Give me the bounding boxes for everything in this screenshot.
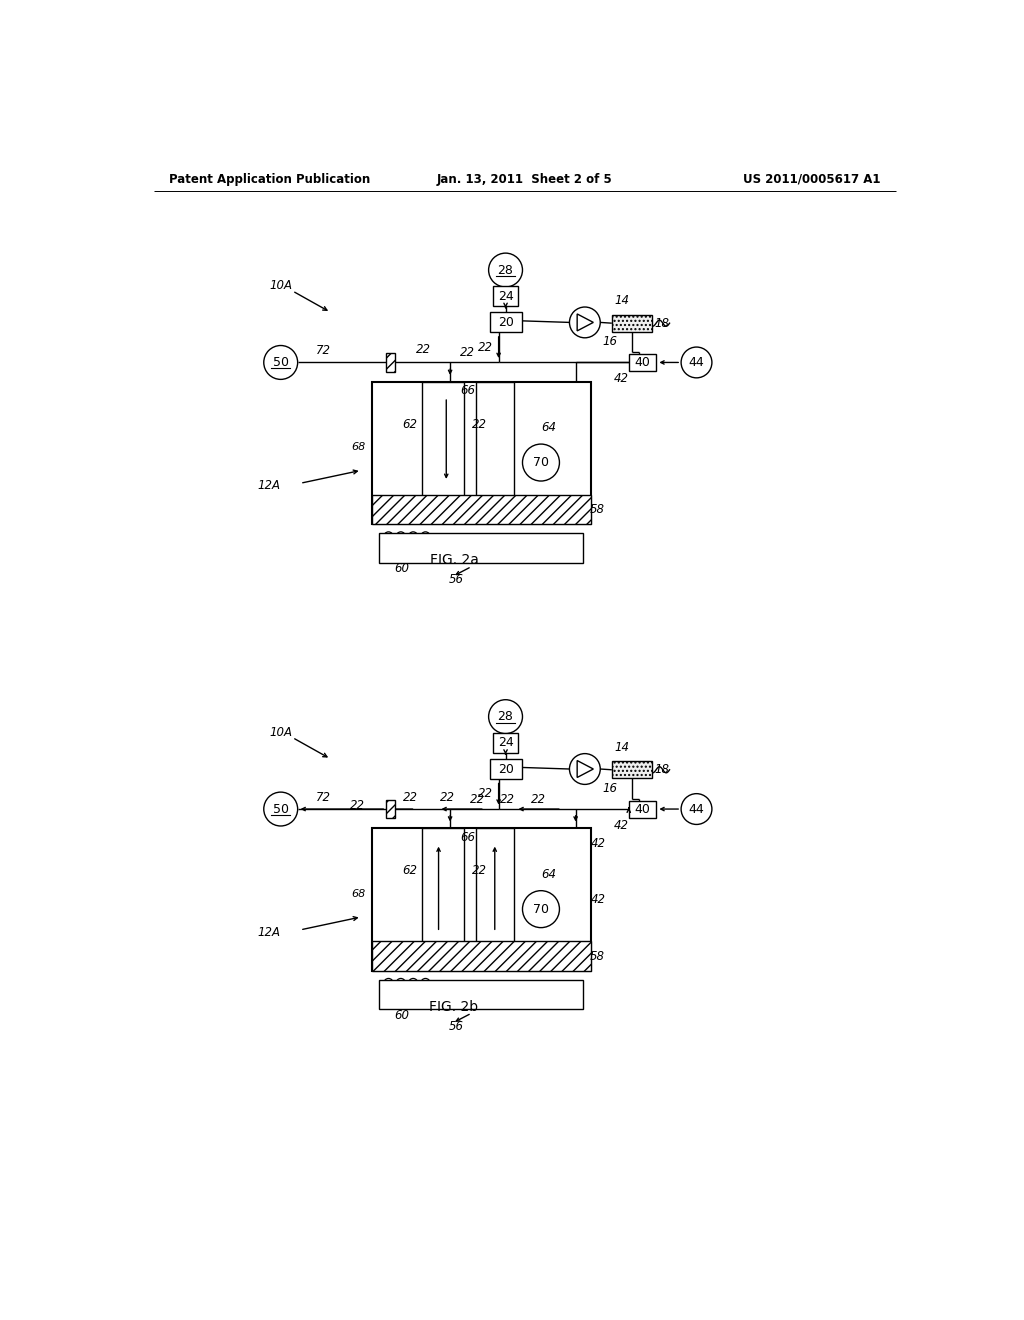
Text: 12A: 12A: [258, 479, 281, 492]
Text: 22: 22: [470, 792, 484, 805]
Text: 22: 22: [461, 346, 475, 359]
Bar: [490, 313, 522, 333]
Bar: [379, 533, 584, 562]
Bar: [386, 800, 395, 818]
Text: 10A: 10A: [269, 726, 292, 739]
Text: 12A: 12A: [258, 925, 281, 939]
Text: 50: 50: [272, 356, 289, 370]
Text: 56: 56: [449, 1019, 464, 1032]
Bar: [422, 829, 464, 944]
Text: 20: 20: [499, 763, 514, 776]
Bar: [372, 941, 591, 970]
Text: 40: 40: [635, 356, 650, 370]
Text: 70: 70: [532, 903, 549, 916]
Text: FIG. 2b: FIG. 2b: [429, 1001, 478, 1014]
Text: 14: 14: [614, 294, 630, 308]
Text: 60: 60: [394, 562, 410, 576]
Text: 16: 16: [602, 335, 617, 348]
Bar: [475, 381, 514, 498]
Text: 64: 64: [541, 869, 556, 880]
Bar: [490, 759, 522, 779]
Bar: [379, 979, 584, 1010]
Bar: [372, 495, 591, 524]
Text: US 2011/0005617 A1: US 2011/0005617 A1: [743, 173, 881, 186]
Text: 22: 22: [478, 787, 493, 800]
Text: 16: 16: [602, 781, 617, 795]
Text: 18: 18: [654, 317, 670, 330]
Bar: [611, 762, 652, 779]
Text: 64: 64: [541, 421, 556, 434]
Text: 58: 58: [590, 503, 605, 516]
Text: 42: 42: [613, 372, 629, 385]
Text: 24: 24: [498, 289, 513, 302]
Text: 22: 22: [440, 791, 456, 804]
Text: 22: 22: [402, 791, 418, 804]
Text: 28: 28: [498, 710, 513, 723]
Text: 10A: 10A: [269, 279, 292, 292]
Text: Patent Application Publication: Patent Application Publication: [169, 173, 371, 186]
Text: 56: 56: [449, 573, 464, 586]
Text: Jan. 13, 2011  Sheet 2 of 5: Jan. 13, 2011 Sheet 2 of 5: [437, 173, 612, 186]
Text: 22: 22: [472, 417, 486, 430]
Text: 62: 62: [402, 417, 418, 430]
Text: 66: 66: [461, 832, 475, 843]
Text: 68: 68: [351, 442, 366, 453]
Text: 44: 44: [688, 356, 705, 370]
Text: 60: 60: [394, 1008, 410, 1022]
Text: 44: 44: [688, 803, 705, 816]
Text: 22: 22: [416, 343, 431, 356]
Text: 42: 42: [591, 894, 606, 907]
Text: 58: 58: [590, 949, 605, 962]
Text: 72: 72: [315, 791, 331, 804]
Bar: [611, 314, 652, 331]
Text: 70: 70: [532, 455, 549, 469]
Text: 18: 18: [654, 763, 670, 776]
Text: 68: 68: [351, 888, 366, 899]
Text: 28: 28: [498, 264, 513, 277]
Text: 42: 42: [613, 818, 629, 832]
Text: 40: 40: [635, 803, 650, 816]
Bar: [629, 800, 656, 817]
Bar: [629, 354, 656, 371]
Bar: [494, 733, 518, 752]
Text: 22: 22: [472, 865, 486, 878]
Text: 14: 14: [614, 741, 630, 754]
Text: 72: 72: [315, 345, 331, 358]
Bar: [372, 381, 591, 524]
Text: 50: 50: [272, 803, 289, 816]
Text: 66: 66: [461, 384, 475, 397]
Text: 22: 22: [350, 799, 366, 812]
Bar: [494, 286, 518, 306]
Bar: [372, 829, 591, 970]
Bar: [386, 354, 395, 372]
Text: 42: 42: [591, 837, 606, 850]
Text: 22: 22: [531, 792, 546, 805]
Text: 22: 22: [501, 792, 515, 805]
Text: 62: 62: [402, 865, 418, 878]
Text: 22: 22: [478, 341, 493, 354]
Text: 20: 20: [499, 315, 514, 329]
Bar: [475, 829, 514, 944]
Text: 24: 24: [498, 737, 513, 750]
Bar: [422, 381, 464, 498]
Text: FIG. 2a: FIG. 2a: [429, 553, 478, 568]
